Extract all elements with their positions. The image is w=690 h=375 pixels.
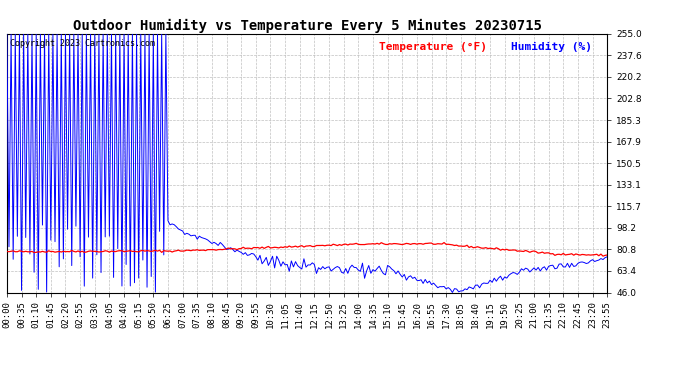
Text: Copyright 2023 Cartronics.com: Copyright 2023 Cartronics.com bbox=[10, 39, 155, 48]
Text: Humidity (%): Humidity (%) bbox=[511, 42, 592, 51]
Title: Outdoor Humidity vs Temperature Every 5 Minutes 20230715: Outdoor Humidity vs Temperature Every 5 … bbox=[72, 18, 542, 33]
Text: Temperature (°F): Temperature (°F) bbox=[379, 42, 487, 51]
